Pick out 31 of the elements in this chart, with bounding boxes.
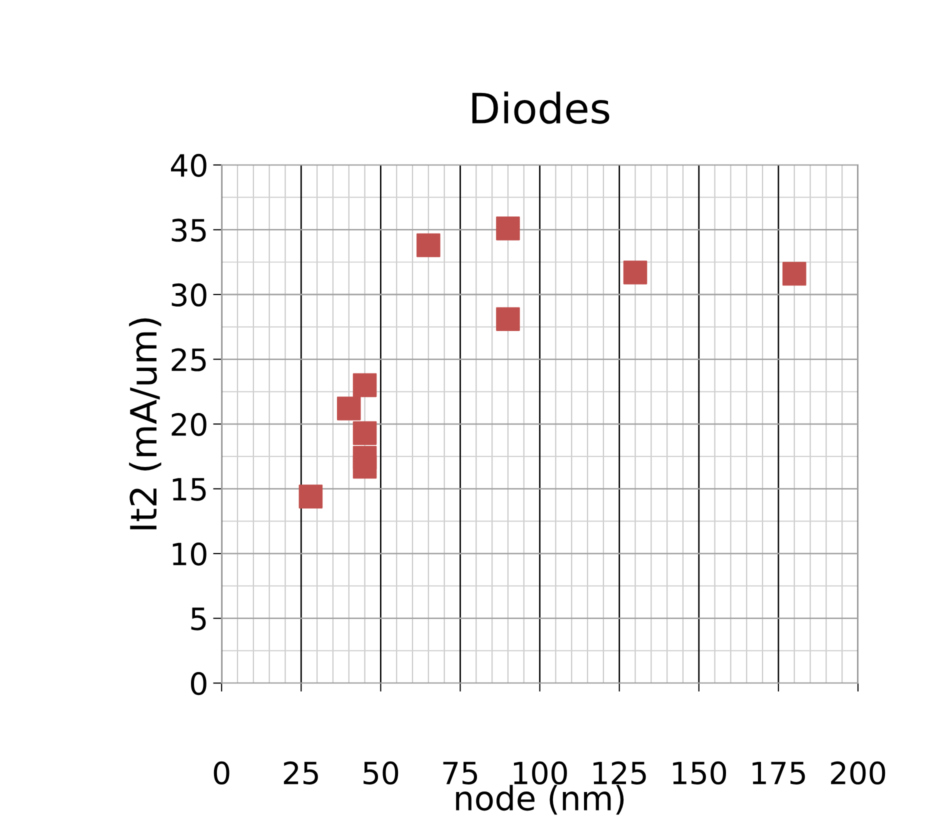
point <box>298 484 323 508</box>
y-tick-label: 10 <box>172 542 206 566</box>
y-tick-label: 35 <box>172 218 206 242</box>
x-axis-title: node (nm) <box>456 784 624 815</box>
x-tick-label: 200 <box>831 761 886 785</box>
point <box>352 454 377 479</box>
point <box>336 396 361 420</box>
point <box>782 262 806 286</box>
x-tick-label: 100 <box>514 761 567 785</box>
point <box>496 307 520 332</box>
x-tick-label: 150 <box>673 761 726 785</box>
point <box>352 421 377 445</box>
y-tick-label: 40 <box>171 154 206 178</box>
chart-title: Diodes <box>472 92 610 124</box>
x-tick-label: 175 <box>752 762 805 785</box>
y-tick-label: 25 <box>172 348 206 372</box>
x-tick-label: 0 <box>214 761 230 785</box>
y-tick-label: 20 <box>172 412 206 436</box>
y-tick-label: 30 <box>172 283 206 307</box>
y-tick-label: 15 <box>172 478 206 501</box>
point <box>416 233 440 258</box>
y-tick-label: 0 <box>190 672 206 696</box>
x-tick-label: 25 <box>284 761 318 785</box>
point <box>496 216 520 240</box>
y-axis-title: It2 (mA/um) <box>129 318 162 530</box>
point <box>352 373 377 398</box>
point <box>623 260 648 284</box>
x-tick-label: 50 <box>364 761 398 785</box>
y-tick-label: 5 <box>191 608 206 630</box>
x-tick-label: 125 <box>594 761 646 785</box>
x-tick-label: 75 <box>443 762 478 785</box>
